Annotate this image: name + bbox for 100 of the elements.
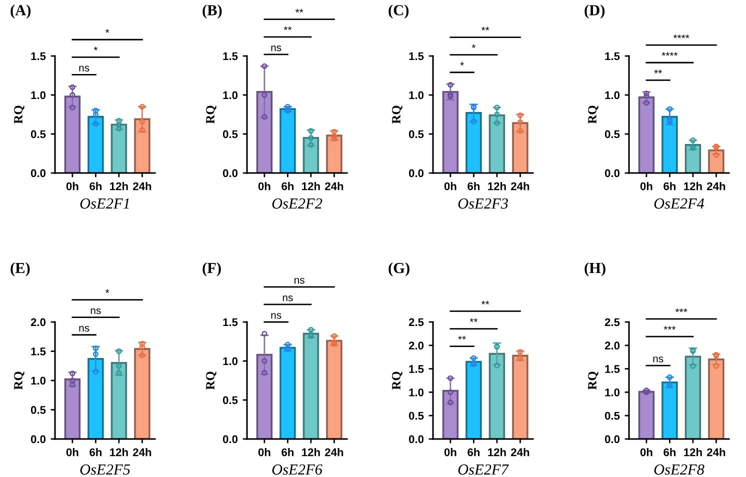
- text: **: [470, 318, 478, 322]
- y-tick-label: 1.0: [605, 388, 620, 396]
- chart-title: (H): [584, 262, 606, 276]
- y-tick-label: 1.0: [223, 91, 238, 100]
- y-tick-label: 0.0: [222, 435, 238, 444]
- chart-title: (F): [202, 262, 221, 276]
- x-tick-label: 0h: [258, 182, 270, 190]
- text: *: [94, 46, 98, 50]
- x-tick-label: 12h: [684, 448, 702, 456]
- x-tick-label: 12h: [110, 448, 128, 456]
- chart-title: (G): [388, 262, 410, 276]
- y-tick-label: 0.0: [30, 169, 46, 178]
- text: ns: [271, 313, 282, 319]
- x-tick-label: 0h: [640, 182, 652, 190]
- y-tick-label: 1.5: [409, 52, 424, 60]
- y-tick-label: 0.5: [222, 130, 238, 138]
- text: **: [481, 26, 490, 30]
- x-tick-label: 24h: [133, 448, 152, 456]
- annotation: ns: [653, 356, 664, 362]
- y-tick-label: 0.5: [604, 130, 620, 138]
- x-tick-label: 24h: [325, 182, 344, 190]
- text: ns: [271, 46, 282, 52]
- chart-title: (A): [10, 4, 31, 18]
- text: ****: [662, 52, 678, 56]
- text: **: [284, 26, 292, 30]
- y-axis-title: RQ: [206, 106, 216, 124]
- x-tick-label: 0h: [66, 182, 78, 190]
- x-axis-title: OsE2F2: [272, 198, 322, 209]
- x-tick-label: 6h: [90, 182, 102, 190]
- y-tick-label: 1.5: [31, 348, 46, 356]
- x-tick-label: 24h: [133, 182, 152, 190]
- y-tick-label: 1.5: [223, 318, 238, 326]
- y-tick-label: 0.5: [30, 130, 46, 138]
- x-tick-label: 12h: [488, 448, 506, 456]
- text: ns: [282, 296, 293, 302]
- x-tick-label: 24h: [707, 448, 726, 456]
- text: **: [481, 300, 490, 304]
- y-axis-title: RQ: [588, 106, 598, 124]
- x-tick-label: 12h: [302, 448, 320, 456]
- y-tick-label: 1.5: [409, 365, 424, 373]
- y-tick-label: 1.0: [31, 91, 46, 100]
- text: ****: [673, 34, 690, 38]
- text: ns: [90, 308, 101, 314]
- y-tick-label: 0.0: [408, 435, 424, 444]
- y-tick-label: 2.0: [30, 318, 46, 326]
- x-tick-label: 24h: [511, 448, 530, 456]
- y-tick-label: 2.0: [604, 342, 620, 350]
- x-tick-label: 6h: [664, 448, 676, 456]
- x-axis-title: OsE2F8: [654, 464, 704, 475]
- x-tick-label: 0h: [66, 448, 78, 456]
- y-tick-label: 0.5: [604, 412, 620, 420]
- y-tick-label: 2.5: [408, 318, 424, 326]
- x-tick-label: 6h: [468, 182, 480, 190]
- chart-title: (C): [388, 4, 409, 18]
- y-tick-label: 0.0: [30, 435, 46, 444]
- text: ***: [675, 308, 688, 312]
- x-axis-title: OsE2F5: [80, 464, 130, 475]
- text: ns: [294, 278, 304, 284]
- y-tick-label: 0.5: [30, 406, 46, 414]
- x-axis-title: OsE2F7: [458, 464, 509, 475]
- chart-title: (B): [202, 4, 222, 18]
- x-axis-title: OsE2F6: [272, 464, 322, 475]
- x-tick-label: 24h: [325, 448, 344, 456]
- x-tick-label: 12h: [488, 182, 506, 190]
- y-tick-label: 1.5: [605, 52, 620, 60]
- x-tick-label: 0h: [444, 182, 456, 190]
- y-tick-label: 1.0: [31, 376, 46, 385]
- y-tick-label: 1.5: [31, 52, 46, 60]
- x-tick-label: 24h: [707, 182, 726, 190]
- y-tick-label: 0.5: [408, 130, 424, 138]
- x-tick-label: 0h: [444, 448, 456, 456]
- chart-title: (E): [10, 262, 30, 276]
- text: *: [105, 289, 110, 293]
- text: **: [295, 8, 304, 12]
- x-axis-title: OsE2F1: [80, 198, 129, 209]
- y-tick-label: 1.5: [605, 365, 620, 373]
- annotation: **: [654, 70, 662, 74]
- x-tick-label: 0h: [258, 448, 270, 456]
- text: *: [472, 44, 476, 48]
- x-axis-title: OsE2F4: [654, 198, 704, 209]
- y-axis-title: RQ: [14, 372, 24, 390]
- y-tick-label: 0.0: [604, 435, 620, 444]
- y-axis-title: RQ: [392, 372, 402, 390]
- x-tick-label: 24h: [511, 182, 530, 190]
- y-tick-label: 1.0: [223, 357, 238, 366]
- chart-title: (D): [584, 4, 605, 18]
- y-tick-label: 1.0: [409, 91, 424, 100]
- x-tick-label: 6h: [664, 182, 676, 190]
- y-tick-label: 2.5: [604, 318, 620, 326]
- y-tick-label: 0.0: [408, 169, 424, 178]
- x-tick-label: 12h: [684, 182, 702, 190]
- x-axis-title: OsE2F3: [458, 198, 508, 209]
- y-axis-title: RQ: [206, 372, 216, 390]
- x-tick-label: 12h: [110, 182, 128, 190]
- x-tick-label: 12h: [302, 182, 320, 190]
- y-axis-title: RQ: [392, 106, 402, 124]
- x-tick-label: 6h: [468, 448, 480, 456]
- y-tick-label: 0.5: [222, 396, 238, 404]
- y-tick-label: 1.0: [409, 388, 424, 396]
- y-tick-label: 0.5: [408, 412, 424, 420]
